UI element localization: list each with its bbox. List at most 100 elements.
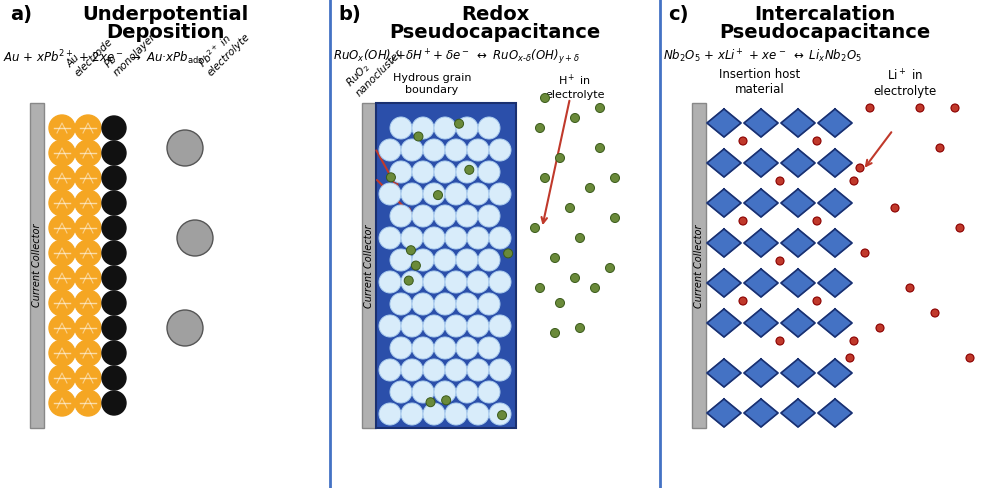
Text: Redox: Redox	[460, 5, 530, 24]
Circle shape	[423, 139, 445, 161]
Circle shape	[75, 265, 101, 291]
Circle shape	[390, 161, 412, 183]
Polygon shape	[781, 309, 815, 337]
Circle shape	[866, 104, 874, 112]
Circle shape	[412, 337, 434, 359]
Circle shape	[445, 271, 467, 293]
Polygon shape	[781, 399, 815, 427]
Circle shape	[412, 293, 434, 315]
Polygon shape	[707, 189, 741, 217]
Polygon shape	[818, 269, 852, 297]
Circle shape	[49, 390, 75, 416]
Circle shape	[75, 315, 101, 341]
Polygon shape	[707, 229, 741, 257]
Text: Au + $xPb^{2+}$ + $2xe^-$ $\rightarrow$ Au·$xPb_\mathrm{ads}$: Au + $xPb^{2+}$ + $2xe^-$ $\rightarrow$ …	[3, 48, 203, 67]
Text: Current Collector: Current Collector	[694, 224, 704, 308]
Circle shape	[390, 249, 412, 271]
Circle shape	[489, 183, 511, 205]
Polygon shape	[707, 109, 741, 137]
Polygon shape	[744, 109, 778, 137]
Text: Li$^+$ in
electrolyte: Li$^+$ in electrolyte	[873, 68, 937, 98]
Circle shape	[555, 299, 564, 307]
Circle shape	[49, 240, 75, 266]
Text: Hydrous grain
boundary: Hydrous grain boundary	[393, 73, 471, 95]
Circle shape	[478, 381, 500, 403]
Circle shape	[75, 240, 101, 266]
Circle shape	[478, 293, 500, 315]
Circle shape	[739, 137, 747, 145]
Circle shape	[75, 215, 101, 241]
Text: Nb$_2$O$_5$ + $x$Li$^+$ + $xe^-$ $\leftrightarrow$ Li$_x$Nb$_2$O$_5$: Nb$_2$O$_5$ + $x$Li$^+$ + $xe^-$ $\leftr…	[663, 48, 862, 65]
Polygon shape	[818, 109, 852, 137]
Circle shape	[570, 114, 579, 122]
Circle shape	[489, 139, 511, 161]
Circle shape	[611, 174, 620, 183]
Circle shape	[585, 183, 595, 192]
Circle shape	[412, 161, 434, 183]
Polygon shape	[707, 309, 741, 337]
Text: a): a)	[10, 5, 32, 24]
Circle shape	[575, 324, 584, 332]
Text: Insertion host
material: Insertion host material	[720, 68, 801, 96]
Polygon shape	[707, 399, 741, 427]
Circle shape	[412, 205, 434, 227]
Circle shape	[49, 365, 75, 391]
Text: $Pb^{2+}$ in
electrolyte: $Pb^{2+}$ in electrolyte	[195, 20, 252, 78]
Circle shape	[966, 354, 974, 362]
Circle shape	[102, 241, 126, 265]
Text: Current Collector: Current Collector	[364, 224, 374, 308]
Polygon shape	[707, 359, 741, 387]
Circle shape	[916, 104, 924, 112]
Circle shape	[456, 249, 478, 271]
Circle shape	[891, 204, 899, 212]
Circle shape	[412, 261, 421, 270]
Circle shape	[536, 284, 544, 292]
Text: b): b)	[338, 5, 360, 24]
Circle shape	[102, 316, 126, 340]
Polygon shape	[707, 269, 741, 297]
Circle shape	[379, 227, 401, 249]
Circle shape	[423, 315, 445, 337]
Polygon shape	[818, 359, 852, 387]
Circle shape	[445, 359, 467, 381]
Circle shape	[426, 398, 435, 407]
Circle shape	[102, 266, 126, 290]
Circle shape	[434, 205, 456, 227]
Circle shape	[467, 183, 489, 205]
Circle shape	[611, 214, 620, 223]
Circle shape	[102, 116, 126, 140]
Circle shape	[102, 291, 126, 315]
Circle shape	[49, 215, 75, 241]
Circle shape	[456, 161, 478, 183]
Text: Au
electrode: Au electrode	[65, 28, 115, 78]
Polygon shape	[818, 229, 852, 257]
Circle shape	[75, 190, 101, 216]
Text: Pseudocapacitance: Pseudocapacitance	[389, 23, 601, 42]
Circle shape	[401, 403, 423, 425]
Circle shape	[478, 337, 500, 359]
Circle shape	[379, 271, 401, 293]
Polygon shape	[744, 189, 778, 217]
Circle shape	[102, 191, 126, 215]
Circle shape	[379, 315, 401, 337]
Circle shape	[167, 130, 203, 166]
Circle shape	[478, 117, 500, 139]
Circle shape	[401, 271, 423, 293]
Circle shape	[489, 403, 511, 425]
Polygon shape	[818, 189, 852, 217]
Polygon shape	[744, 149, 778, 177]
Circle shape	[434, 117, 456, 139]
Circle shape	[456, 205, 478, 227]
Text: Pb
monolayer: Pb monolayer	[103, 23, 157, 78]
Circle shape	[541, 174, 549, 183]
Text: Intercalation: Intercalation	[754, 5, 896, 24]
Circle shape	[412, 117, 434, 139]
Circle shape	[596, 143, 605, 152]
Circle shape	[536, 123, 544, 133]
Circle shape	[102, 341, 126, 365]
Circle shape	[467, 359, 489, 381]
Circle shape	[390, 293, 412, 315]
Circle shape	[423, 359, 445, 381]
Circle shape	[49, 265, 75, 291]
Circle shape	[456, 293, 478, 315]
